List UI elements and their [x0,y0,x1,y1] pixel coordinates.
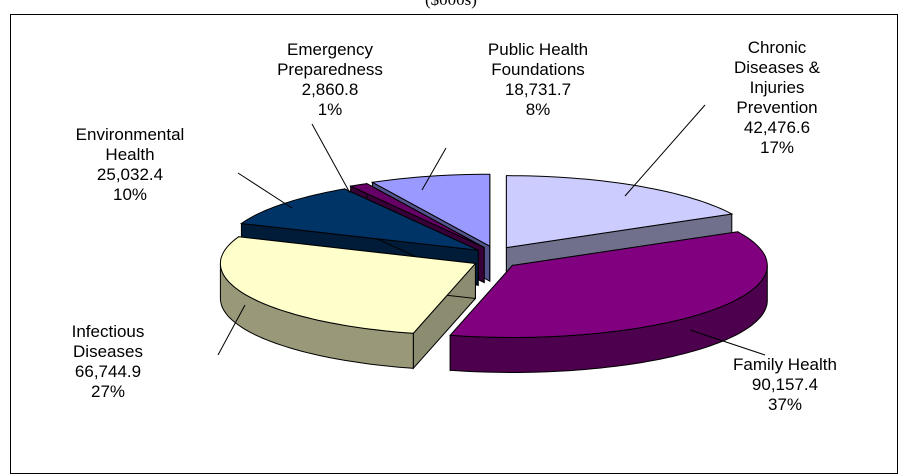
slice [240,188,479,251]
slice-value: 42,476.6 [743,118,811,137]
slice-value: 25,032.4 [96,165,164,184]
slice-name: Public Health Foundations [487,40,589,79]
slice-label: Public Health Foundations 18,731.7 8% [463,40,613,120]
slice-label: Emergency Preparedness 2,860.8 1% [260,40,400,120]
slice-percent: 17% [759,138,795,157]
chart-title: ($000s) [0,0,902,10]
leader-line [237,172,293,209]
slice [449,231,768,338]
slice-label: Family Health 90,157.4 37% [690,355,880,415]
slice-name: Environmental Health [75,125,185,164]
slice-name: Family Health [733,355,837,374]
slice-name: Emergency Preparedness [277,40,383,79]
slice-percent: 27% [90,382,126,401]
slice-value: 2,860.8 [301,80,359,99]
slice-percent: 37% [767,395,803,414]
slice-label: Environmental Health 25,032.4 10% [60,125,200,205]
slice [219,236,477,334]
slice-label: Infectious Diseases 66,744.9 27% [53,322,163,402]
slice-value: 90,157.4 [751,375,819,394]
slice-percent: 8% [525,100,551,119]
leader-line [311,123,351,194]
slice-percent: 10% [112,185,148,204]
slice-value: 66,744.9 [74,362,142,381]
slice-percent: 1% [317,100,343,119]
slice-name: Infectious Diseases [71,322,145,361]
leader-line [421,147,447,191]
slice [505,175,734,249]
leader-line [689,329,766,356]
slice-label: Chronic Diseases & Injuries Prevention 42… [712,38,842,158]
slice-name: Chronic Diseases & Injuries Prevention [734,38,820,117]
slice [348,183,485,248]
leader-line [624,104,706,197]
leader-line [217,304,246,356]
slice-value: 18,731.7 [504,80,572,99]
